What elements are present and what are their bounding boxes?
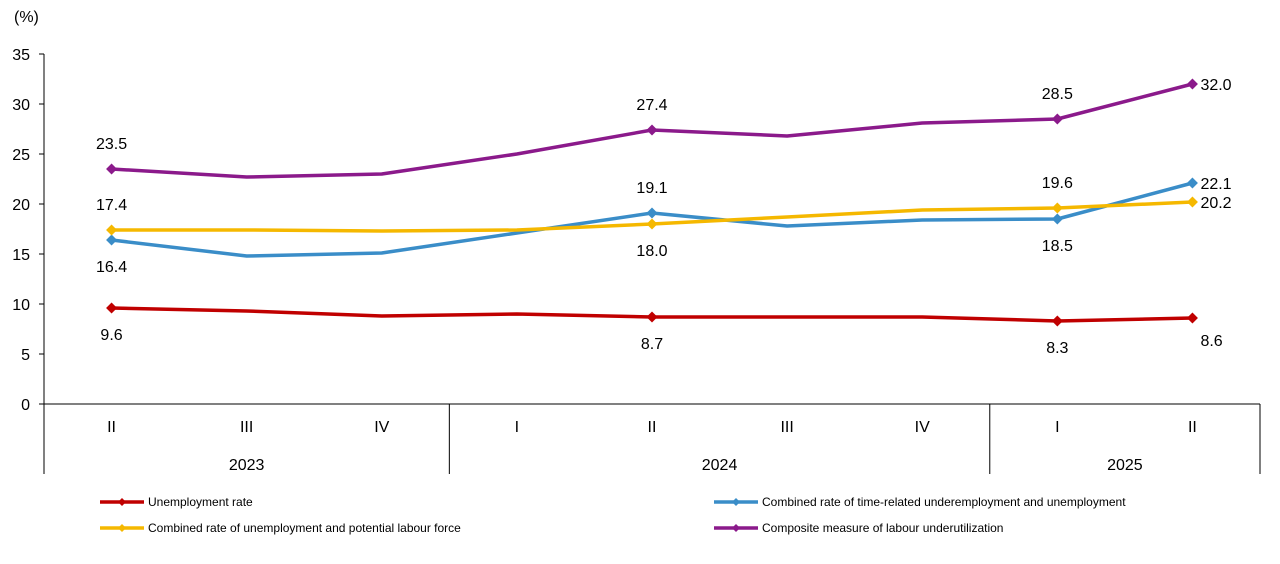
y-tick-label: 20 xyxy=(12,197,30,214)
data-label: 22.1 xyxy=(1200,176,1231,193)
data-label: 9.6 xyxy=(100,327,122,344)
data-point-marker xyxy=(1051,202,1063,214)
data-point-marker xyxy=(1051,113,1063,125)
y-tick-label: 0 xyxy=(21,397,30,414)
y-axis-unit-label: (%) xyxy=(14,9,39,26)
x-tick-label: II xyxy=(107,419,116,436)
x-tick-label: II xyxy=(648,419,657,436)
y-tick-label: 25 xyxy=(12,147,30,164)
x-tick-label: III xyxy=(240,419,253,436)
data-label: 18.0 xyxy=(636,243,667,260)
legend-swatch-marker xyxy=(732,498,740,506)
y-tick-label: 35 xyxy=(12,47,30,64)
data-label: 8.3 xyxy=(1046,340,1068,357)
data-point-marker xyxy=(646,311,658,323)
data-label: 17.4 xyxy=(96,197,127,214)
x-tick-label: IV xyxy=(374,419,389,436)
y-tick-label: 30 xyxy=(12,97,30,114)
data-label: 19.6 xyxy=(1042,175,1073,192)
data-point-marker xyxy=(1186,78,1198,90)
x-year-label: 2023 xyxy=(229,457,265,474)
data-label: 8.7 xyxy=(641,336,663,353)
x-tick-label: I xyxy=(1055,419,1059,436)
data-label: 23.5 xyxy=(96,136,127,153)
data-point-marker xyxy=(106,224,118,236)
data-point-marker xyxy=(1051,213,1063,225)
data-label: 28.5 xyxy=(1042,86,1073,103)
data-point-marker xyxy=(646,207,658,219)
y-tick-label: 10 xyxy=(12,297,30,314)
data-label: 18.5 xyxy=(1042,238,1073,255)
data-label: 20.2 xyxy=(1200,195,1231,212)
y-tick-label: 5 xyxy=(21,347,30,364)
y-tick-label: 15 xyxy=(12,247,30,264)
data-point-marker xyxy=(1051,315,1063,327)
data-label: 16.4 xyxy=(96,259,127,276)
legend-swatch-marker xyxy=(118,524,126,532)
legend-label: Combined rate of unemployment and potent… xyxy=(148,521,461,535)
x-year-label: 2025 xyxy=(1107,457,1143,474)
data-point-marker xyxy=(106,163,118,175)
data-label: 27.4 xyxy=(636,97,667,114)
data-point-marker xyxy=(106,234,118,246)
x-tick-label: II xyxy=(1188,419,1197,436)
x-tick-label: IV xyxy=(915,419,930,436)
data-label: 32.0 xyxy=(1200,77,1231,94)
data-point-marker xyxy=(106,302,118,314)
data-point-marker xyxy=(646,218,658,230)
data-label: 19.1 xyxy=(636,180,667,197)
x-tick-label: I xyxy=(515,419,519,436)
data-point-marker xyxy=(1186,312,1198,324)
data-point-marker xyxy=(1186,196,1198,208)
x-year-label: 2024 xyxy=(702,457,738,474)
data-point-marker xyxy=(646,124,658,136)
legend-label: Composite measure of labour underutiliza… xyxy=(762,521,1003,535)
x-tick-label: III xyxy=(780,419,793,436)
legend-label: Unemployment rate xyxy=(148,495,253,509)
legend-label: Combined rate of time-related underemplo… xyxy=(762,495,1126,509)
data-point-marker xyxy=(1186,177,1198,189)
data-label: 8.6 xyxy=(1200,333,1222,350)
legend-swatch-marker xyxy=(732,524,740,532)
legend-swatch-marker xyxy=(118,498,126,506)
